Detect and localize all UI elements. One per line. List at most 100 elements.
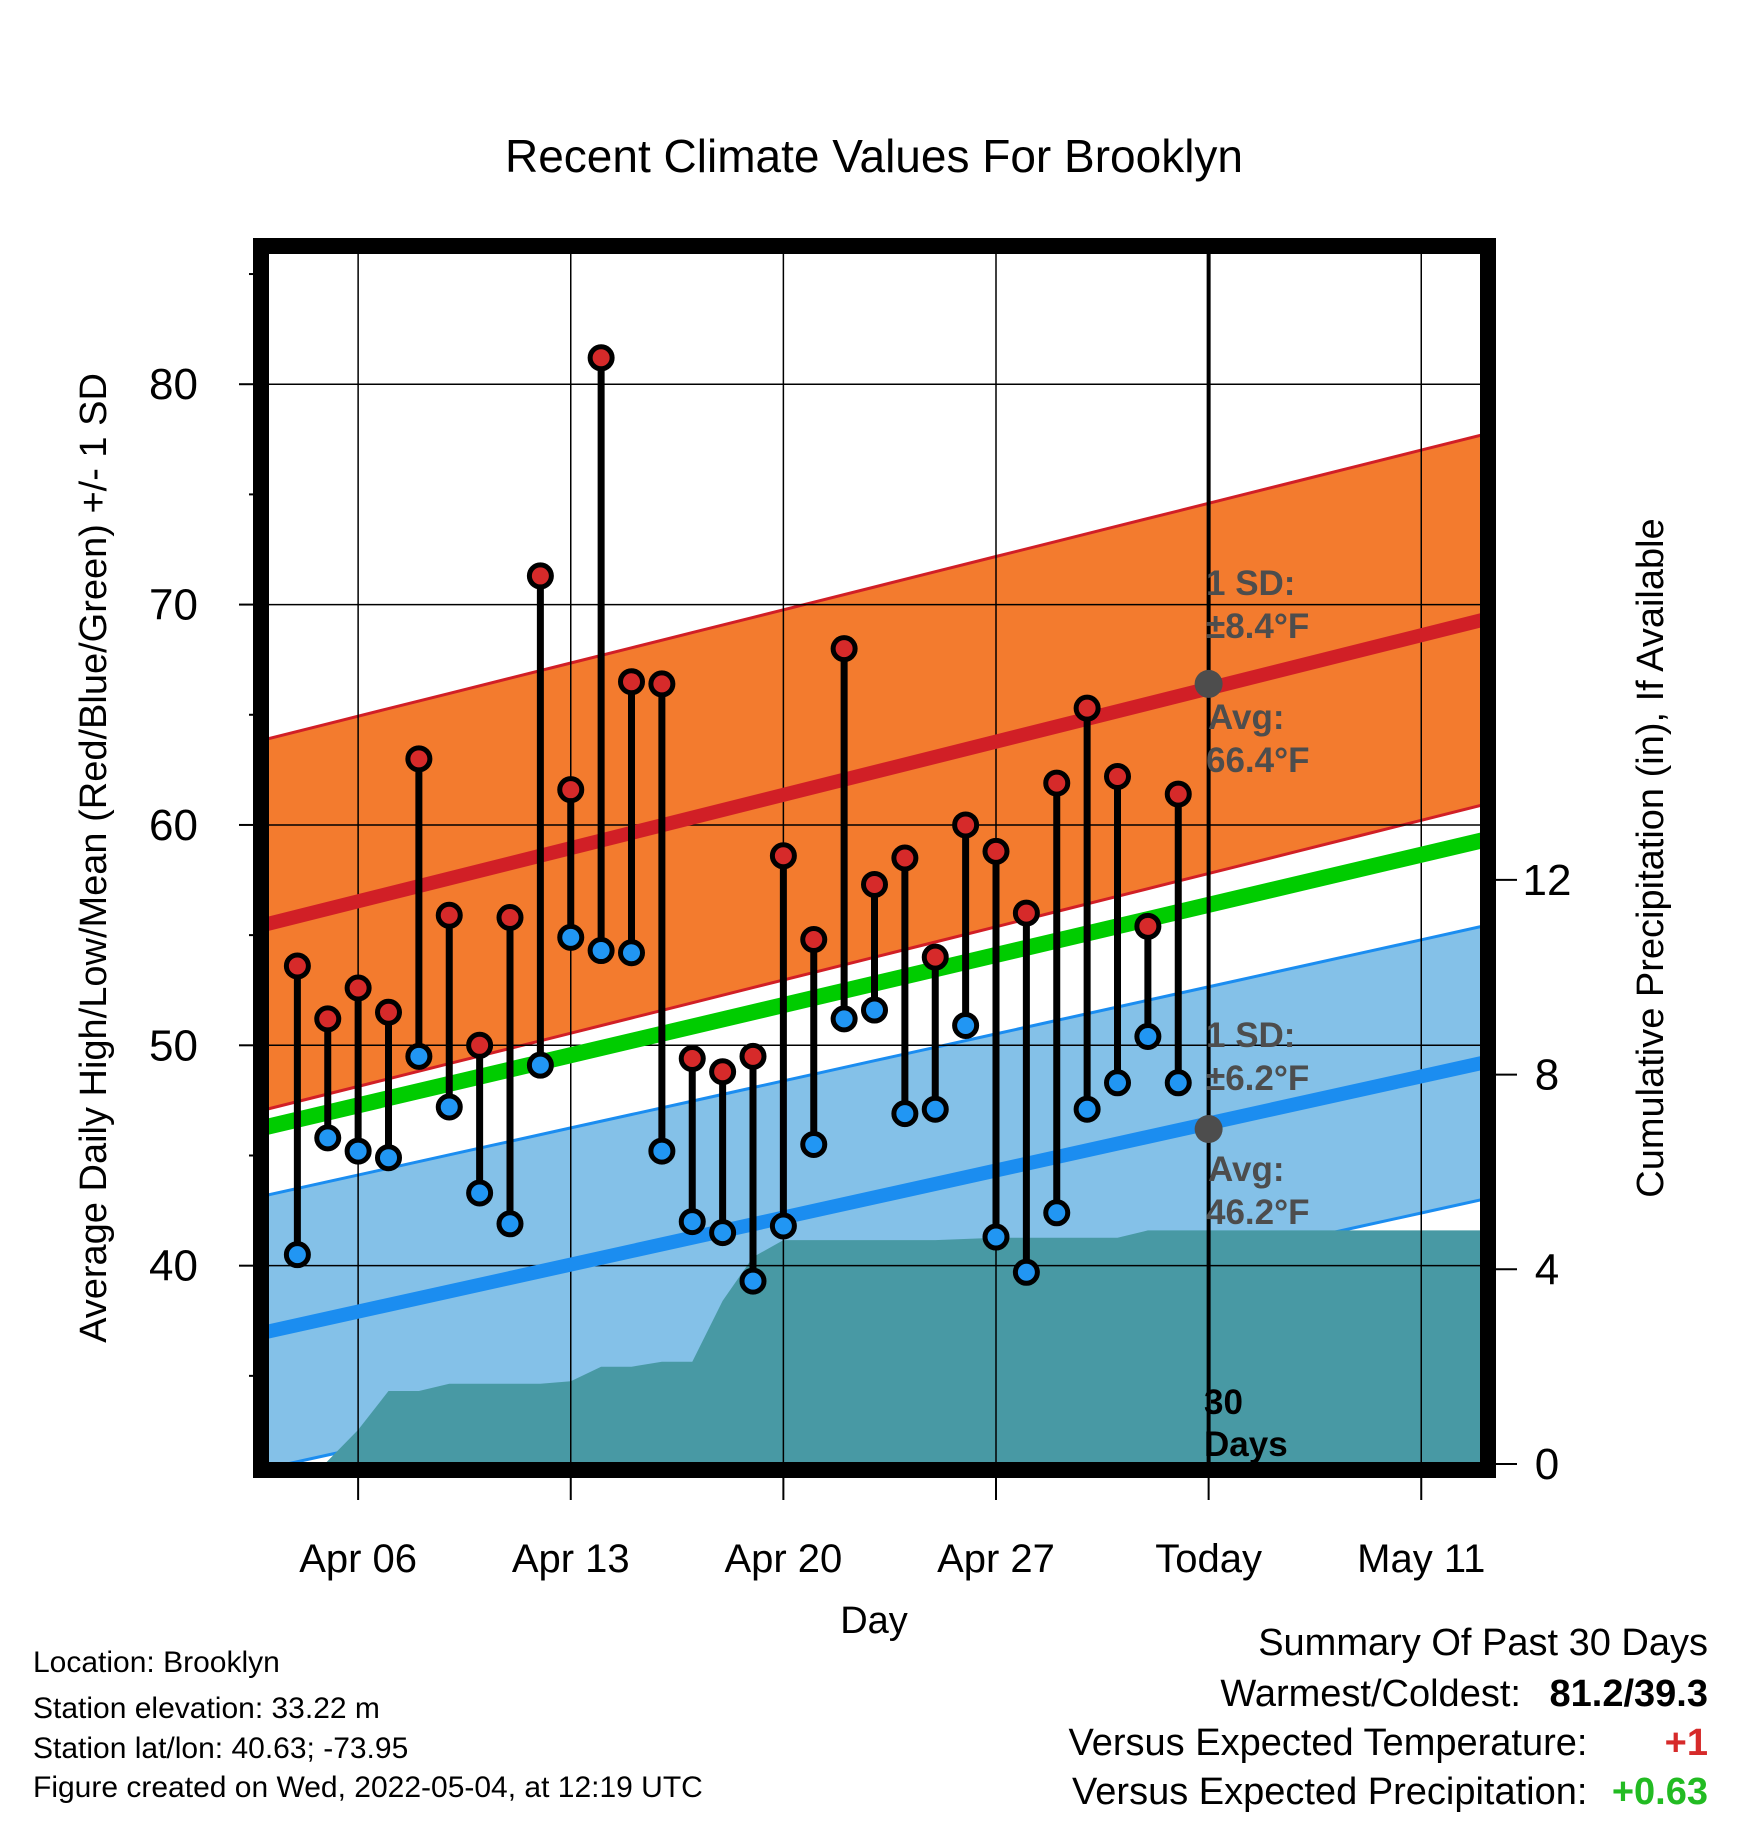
daily-low-point <box>678 1208 706 1236</box>
daily-high-point <box>496 903 524 931</box>
plot-area <box>267 252 1482 1464</box>
daily-high-point <box>861 870 888 898</box>
today-low-avg-marker <box>1194 1115 1223 1144</box>
daily-high-point <box>982 837 1010 865</box>
daily-high-point <box>648 670 676 698</box>
daily-high-point <box>800 926 828 954</box>
daily-low-point <box>1073 1095 1101 1123</box>
right-tick-label: 4 <box>1535 1245 1559 1294</box>
high-avg-value: 66.4°F <box>1206 741 1310 780</box>
daily-high-point <box>1134 912 1162 940</box>
daily-low-point <box>526 1051 554 1079</box>
right-y-axis: 0 4 8 12 <box>1496 856 1571 1489</box>
daily-low-point <box>1012 1258 1040 1286</box>
daily-low-point <box>648 1137 676 1165</box>
daily-high-point <box>405 745 433 773</box>
daily-low-point <box>587 937 615 965</box>
daily-low-point <box>496 1210 524 1238</box>
x-axis-title: Day <box>840 1600 908 1642</box>
daily-high-point <box>709 1058 737 1086</box>
daily-high-point <box>375 998 402 1026</box>
normal-low-line <box>267 1056 1482 1339</box>
daily-high-point <box>952 811 980 839</box>
warmest-coldest-label: Warmest/Coldest: <box>1220 1673 1521 1715</box>
daily-low-point <box>769 1212 797 1240</box>
x-tick-label: May 11 <box>1357 1537 1485 1581</box>
daily-low-point <box>557 923 585 951</box>
left-tick-label: 80 <box>149 360 198 409</box>
created-text: Figure created on Wed, 2022-05-04, at 12… <box>33 1771 703 1804</box>
x-axis: Apr 06 Apr 13 Apr 20 Apr 27 Today May 11 <box>299 1478 1485 1581</box>
temp-vs-expected-label: Versus Expected Temperature: <box>1068 1722 1588 1764</box>
daily-low-point <box>952 1011 980 1039</box>
annotations: 1 SD: ±8.4°F Avg: 66.4°F 1 SD: ±6.2°F Av… <box>1204 564 1310 1464</box>
left-tick-label: 50 <box>149 1021 198 1070</box>
today-days-count: 30 <box>1204 1383 1243 1422</box>
daily-low-point <box>800 1130 828 1158</box>
x-tick-label: Apr 20 <box>724 1537 842 1581</box>
x-tick-label: Today <box>1155 1537 1262 1581</box>
temp-vs-expected-value: +1 <box>1664 1722 1708 1764</box>
elevation-text: Station elevation: 33.22 m <box>33 1692 380 1725</box>
daily-low-point <box>1104 1069 1131 1097</box>
daily-high-point <box>344 974 372 1002</box>
daily-low-point <box>1043 1199 1071 1227</box>
daily-high-point <box>618 668 645 696</box>
precip-vs-expected-label: Versus Expected Precipitation: <box>1072 1771 1588 1813</box>
latlon-text: Station lat/lon: 40.63; -73.95 <box>33 1732 409 1765</box>
left-tick-label: 60 <box>149 801 198 850</box>
x-tick-label: Apr 13 <box>512 1537 630 1581</box>
daily-high-point <box>435 901 463 929</box>
right-tick-label: 8 <box>1535 1051 1559 1100</box>
daily-high-point <box>1043 769 1071 797</box>
daily-high-point <box>1104 762 1131 790</box>
left-y-axis: 40 50 60 70 80 <box>149 273 253 1377</box>
low-sd-value: ±6.2°F <box>1206 1059 1309 1098</box>
daily-low-point <box>891 1100 919 1128</box>
daily-high-point <box>769 842 797 870</box>
daily-high-point <box>466 1031 494 1059</box>
daily-low-point <box>921 1095 949 1123</box>
daily-high-point <box>1073 694 1101 722</box>
chart-title: Recent Climate Values For Brooklyn <box>505 130 1243 182</box>
daily-high-point <box>587 344 615 372</box>
daily-low-point <box>283 1241 311 1269</box>
daily-high-point <box>678 1045 706 1073</box>
warmest-coldest-value: 81.2/39.3 <box>1549 1673 1708 1715</box>
right-tick-label: 0 <box>1535 1440 1559 1489</box>
daily-high-point <box>557 776 585 804</box>
daily-low-point <box>375 1144 402 1172</box>
daily-high-point <box>1164 780 1192 808</box>
daily-low-point <box>830 1005 858 1033</box>
plot-frame <box>253 238 1496 1478</box>
summary-title: Summary Of Past 30 Days <box>1258 1622 1708 1664</box>
daily-high-point <box>1012 899 1040 927</box>
low-avg-value: 46.2°F <box>1206 1193 1310 1232</box>
daily-low-point <box>1164 1069 1192 1097</box>
daily-low-point <box>314 1124 342 1152</box>
x-tick-label: Apr 06 <box>299 1537 417 1581</box>
location-text: Location: Brooklyn <box>33 1646 280 1679</box>
daily-temperature-bars <box>283 344 1192 1295</box>
left-axis-title: Average Daily High/Low/Mean (Red/Blue/Gr… <box>73 373 115 1343</box>
daily-high-point <box>921 943 949 971</box>
summary-precipitation: Versus Expected Precipitation: +0.63 <box>1072 1771 1708 1814</box>
daily-high-point <box>314 1005 342 1033</box>
daily-high-point <box>283 952 311 980</box>
right-tick-label: 12 <box>1523 856 1572 905</box>
precip-vs-expected-value: +0.63 <box>1611 1771 1708 1813</box>
summary-temperature: Versus Expected Temperature: +1 <box>1069 1722 1708 1765</box>
daily-low-point <box>982 1223 1010 1251</box>
left-tick-label: 70 <box>149 581 198 630</box>
high-sd-value: ±8.4°F <box>1206 607 1309 646</box>
avg-markers <box>1194 669 1223 1144</box>
daily-low-point <box>405 1042 433 1070</box>
right-axis-title: Cumulative Precipitation (in), If Availa… <box>1630 518 1672 1197</box>
daily-low-point <box>709 1219 737 1247</box>
daily-low-point <box>861 996 888 1024</box>
daily-high-point <box>830 635 858 663</box>
summary-warmest-coldest: Warmest/Coldest: 81.2/39.3 <box>1220 1673 1708 1716</box>
daily-low-point <box>1134 1022 1162 1050</box>
today-days-word: Days <box>1204 1425 1288 1464</box>
daily-low-point <box>466 1179 494 1207</box>
